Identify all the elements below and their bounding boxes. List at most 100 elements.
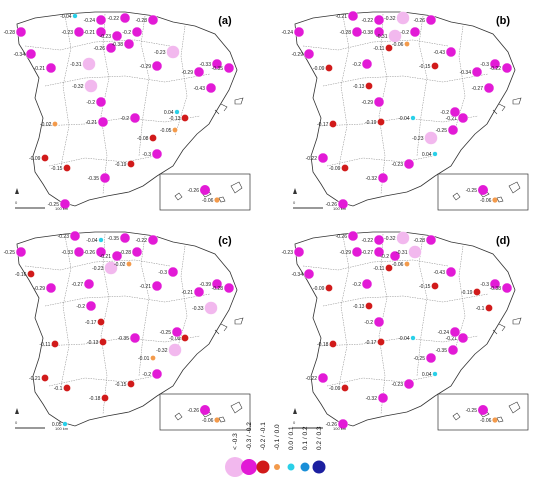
station-marker [95,14,107,26]
north-arrow-icon [293,408,297,414]
scale-label: 100 km [333,206,347,211]
station-marker [445,266,457,278]
station-value: -0.15 [419,64,431,70]
station-value: -0.23 [392,162,404,168]
station-marker [59,198,71,210]
station-marker [432,371,438,377]
station-marker [485,304,493,312]
station-marker [388,29,402,43]
panel-d: (d) -0.23 -0.26 -0.22 -0.32 -0.28 -0.34 -0.29 -0… [282,230,529,431]
station-marker [123,38,135,50]
panel-c: (c) -0.25 -0.23 -0.04 -0.35 -0.22 -0.16 -0.33 -0… [4,230,251,431]
station-value: -0.2 [120,116,129,122]
scale-zero: 0 [293,200,296,205]
station-marker [172,127,178,133]
station-marker [425,14,437,26]
station-value: -0.32 [384,16,396,22]
station-marker [97,116,109,128]
station-value: -0.13 [353,84,365,90]
station-marker [337,198,349,210]
station-value: -0.26 [84,250,96,256]
station-value: -0.21 [86,120,98,126]
station-marker [193,66,205,78]
station-value: -0.06 [392,262,404,268]
station-value: -0.29 [34,286,46,292]
station-marker [373,96,385,108]
station-value: -0.32 [366,396,378,402]
inset-station-value: -0.25 [466,408,478,414]
station-marker [377,118,385,126]
legend-swatch [241,459,257,475]
station-marker [223,62,235,74]
station-value: -0.29 [182,70,194,76]
station-value: -0.25 [160,330,172,336]
station-value: -0.21 [446,336,458,342]
panel-label: (b) [496,15,510,27]
station-value: -0.27 [72,282,84,288]
station-marker [193,286,205,298]
station-marker [431,62,439,70]
inset-station-marker [214,197,220,203]
station-value: -0.04 [398,116,410,122]
station-value: -0.38 [112,42,124,48]
station-marker [347,230,359,242]
station-value: -0.13 [353,304,365,310]
station-value: -0.34 [292,272,304,278]
station-value: -0.26 [326,202,338,208]
station-marker [166,45,180,59]
station-value: -0.38 [362,30,374,36]
station-value: -0.35 [108,236,120,242]
inset-station-value: -0.06 [480,198,492,204]
station-value: -0.21 [336,14,348,20]
station-marker [85,300,97,312]
inset-station-value: -0.06 [202,198,214,204]
station-marker [483,82,495,94]
station-value: -0.22 [362,18,374,24]
inset-islands [174,401,243,423]
station-value: -0.24 [84,18,96,24]
station-value: -0.35 [88,176,100,182]
station-value: -0.09 [329,166,341,172]
station-marker [431,282,439,290]
station-marker [449,326,461,338]
station-value: -0.11 [373,46,384,52]
legend-swatch [256,460,270,474]
station-value: -0.26 [336,234,348,240]
station-marker [99,338,107,346]
legend-swatch [300,462,310,472]
station-marker [127,380,135,388]
station-value: 0.04 [164,110,174,116]
station-marker [373,246,385,258]
station-marker [129,112,141,124]
panel-b: (b) -0.24 -0.21 -0.22 -0.32 -0.26 -0.29 -0.28 -0… [282,10,529,211]
station-marker [15,246,27,258]
station-value: -0.43 [434,270,446,276]
station-value: -0.28 [340,30,352,36]
legend-label: < -0.3 [232,433,239,450]
station-marker [104,261,118,275]
station-marker [73,246,85,258]
scale-label: 100 km [55,426,69,431]
station-marker [205,82,217,94]
station-marker [204,301,218,315]
station-value: -0.3 [158,270,167,276]
station-value: -0.23 [392,382,404,388]
station-value: -0.39 [200,282,212,288]
station-marker [150,355,156,361]
station-marker [365,302,373,310]
legend-swatch [312,460,326,474]
station-marker [325,64,333,72]
station-value: -0.21 [29,376,41,382]
station-marker [84,79,98,93]
legend-swatch [225,457,245,477]
legend-label: 0.1 / 0.2 [302,426,309,450]
station-value: -0.2 [122,30,131,36]
station-marker [377,392,389,404]
legend-label: -0.2 / -0.1 [260,422,267,450]
station-value: -0.43 [194,86,206,92]
station-marker [111,30,123,42]
station-value: -0.09 [313,66,325,72]
station-marker [95,246,107,258]
station-marker [447,124,459,136]
